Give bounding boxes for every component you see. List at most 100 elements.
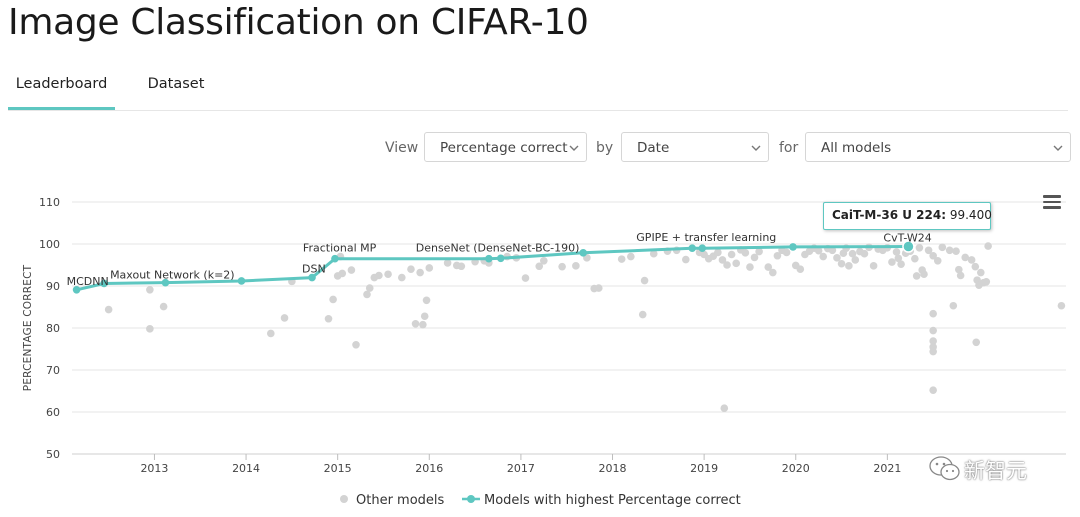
other-model-point xyxy=(617,255,626,263)
chart-tooltip: CaiT-M-36 U 224: 99.400 xyxy=(823,202,992,230)
tooltip-value: 99.400 xyxy=(949,208,992,222)
by-select[interactable]: Date xyxy=(621,132,769,162)
other-model-point xyxy=(267,329,275,338)
other-model-point xyxy=(869,262,878,270)
other-model-point xyxy=(949,301,958,310)
for-label: for xyxy=(779,140,799,156)
sota-model-point xyxy=(496,254,505,263)
other-model-point xyxy=(384,270,392,279)
sota-model-point xyxy=(789,243,797,251)
other-model-point xyxy=(521,274,530,282)
sota-model-point xyxy=(579,249,587,257)
other-model-point xyxy=(741,249,750,257)
sota-model-point xyxy=(902,240,915,253)
view-label: View xyxy=(385,140,419,156)
sota-model-point xyxy=(237,277,246,285)
legend-sota-marker xyxy=(467,495,475,503)
by-select-value: Date xyxy=(637,140,670,156)
chevron-down-icon xyxy=(1053,145,1063,151)
other-model-point xyxy=(572,262,580,270)
y-tick-label: 60 xyxy=(46,406,60,419)
other-model-point xyxy=(955,265,963,274)
other-model-point xyxy=(146,285,154,294)
other-model-point xyxy=(929,251,937,260)
other-model-point xyxy=(967,256,976,264)
chart-menu-icon[interactable] xyxy=(1043,195,1061,211)
other-model-point xyxy=(540,257,548,265)
other-model-point xyxy=(933,257,942,265)
other-model-point xyxy=(365,284,374,292)
tooltip-model: CaiT-M-36 U 224 xyxy=(832,208,942,222)
other-model-point xyxy=(594,284,603,292)
tab-dataset[interactable]: Dataset xyxy=(147,76,205,92)
other-model-point xyxy=(457,262,466,271)
for-select[interactable]: All models xyxy=(805,132,1071,162)
sota-model-point xyxy=(72,285,81,294)
other-model-point xyxy=(984,242,992,250)
other-model-point xyxy=(892,248,901,256)
page-title: Image Classification on CIFAR-10 xyxy=(8,2,589,43)
y-tick-label: 70 xyxy=(46,364,60,377)
y-tick-label: 90 xyxy=(46,280,60,293)
watermark-text: 新智元 xyxy=(964,459,1027,483)
sota-model-point xyxy=(485,254,493,263)
other-model-point xyxy=(727,250,736,259)
other-model-point xyxy=(929,309,937,318)
sota-point-label: MCDNN xyxy=(67,275,109,288)
other-model-point xyxy=(796,265,805,273)
other-model-point xyxy=(845,262,853,270)
other-model-point xyxy=(398,273,406,282)
other-model-point xyxy=(649,249,658,258)
other-model-point xyxy=(851,256,860,264)
other-model-point xyxy=(888,258,896,266)
tab-leaderboard[interactable]: Leaderboard xyxy=(8,66,115,110)
other-model-point xyxy=(929,326,937,335)
other-model-point xyxy=(764,263,773,271)
sota-point-label: GPIPE + transfer learning xyxy=(636,231,776,244)
other-model-point xyxy=(833,254,841,262)
y-tick-label: 100 xyxy=(39,238,60,251)
other-model-point xyxy=(363,290,371,299)
x-tick-label: 2013 xyxy=(140,462,168,475)
other-model-point xyxy=(782,248,791,257)
other-model-point xyxy=(352,341,360,349)
sota-point-label: DenseNet (DenseNet-BC-190) xyxy=(416,241,580,254)
sota-model-point xyxy=(100,279,108,288)
other-model-point xyxy=(416,268,424,277)
other-model-point xyxy=(755,247,763,256)
other-model-point xyxy=(627,252,635,261)
x-tick-label: 2015 xyxy=(324,462,352,475)
other-model-point xyxy=(915,243,924,252)
sota-point-label: DSN xyxy=(302,263,326,276)
for-select-value: All models xyxy=(821,140,892,156)
other-model-point xyxy=(897,260,905,268)
other-model-point xyxy=(894,254,903,263)
legend-sota-label: Models with highest Percentage correct xyxy=(484,493,741,508)
other-model-point xyxy=(159,302,168,311)
view-select[interactable]: Percentage correct xyxy=(424,132,587,162)
other-model-point xyxy=(640,276,649,285)
other-model-point xyxy=(443,259,452,267)
other-model-point xyxy=(929,337,937,345)
other-model-point xyxy=(280,314,289,322)
sota-point-label: Maxout Network (k=2) xyxy=(110,268,235,281)
sota-model-point xyxy=(698,244,707,252)
other-model-point xyxy=(924,246,933,255)
sota-point-label: Fractional MP xyxy=(303,242,377,255)
sota-model-point xyxy=(308,273,316,282)
x-tick-label: 2019 xyxy=(690,462,718,475)
wechat-icon xyxy=(929,456,960,481)
other-model-point xyxy=(848,249,857,258)
x-tick-label: 2017 xyxy=(507,462,535,475)
sota-chart: 50 60 70 80 90 100 110 2013 2014 2015 2016 2017 2018… xyxy=(22,196,1066,508)
other-model-point xyxy=(347,266,356,274)
x-tick-label: 2014 xyxy=(232,462,260,475)
other-model-point xyxy=(720,404,729,413)
other-model-point xyxy=(750,253,759,262)
other-model-point xyxy=(837,259,846,268)
other-model-point xyxy=(961,253,970,262)
other-model-point xyxy=(972,338,981,347)
other-model-point xyxy=(324,314,333,323)
other-model-point xyxy=(732,259,740,268)
other-model-point xyxy=(746,263,754,271)
